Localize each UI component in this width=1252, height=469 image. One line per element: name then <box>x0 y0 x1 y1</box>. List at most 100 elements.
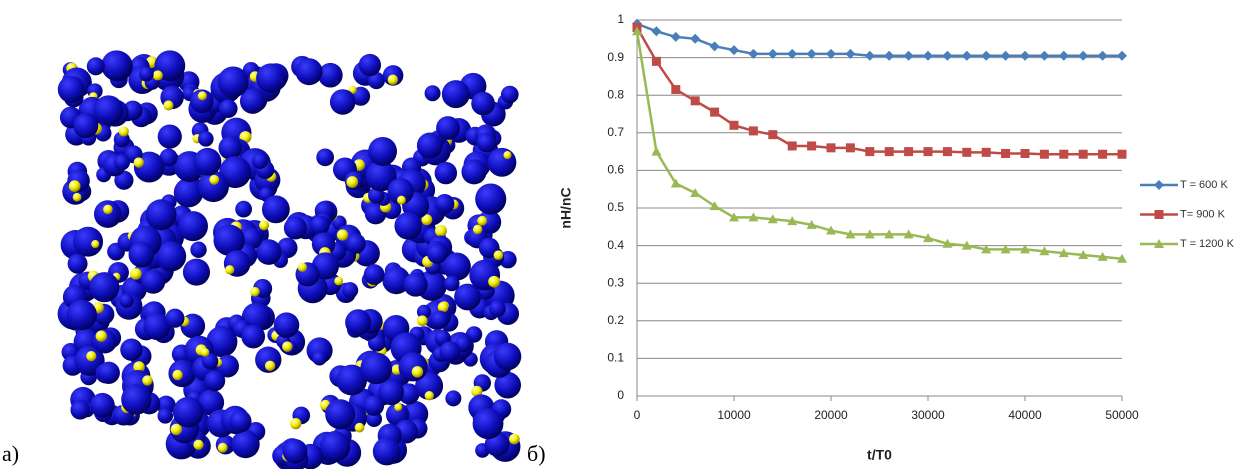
atom <box>141 270 165 294</box>
atom <box>252 153 268 169</box>
atom <box>219 99 238 118</box>
atom <box>58 76 85 103</box>
atom <box>90 393 115 418</box>
atom <box>442 80 470 108</box>
x-axis-label: t/T0 <box>867 447 892 463</box>
marker <box>768 130 777 139</box>
atom <box>98 362 120 384</box>
marker <box>1059 51 1069 61</box>
hydrogen-atom <box>337 229 348 240</box>
hydrogen-atom <box>425 391 434 400</box>
marker <box>652 57 661 66</box>
marker <box>1078 51 1088 61</box>
hydrogen-atom <box>163 100 173 110</box>
x-tick-label: 50000 <box>1105 408 1139 422</box>
legend-label: T = 600 K <box>1180 179 1228 191</box>
atom <box>68 254 88 274</box>
marker <box>788 141 797 150</box>
atom <box>218 66 249 97</box>
atom <box>158 125 182 149</box>
hydrogen-atom <box>193 440 203 450</box>
marker <box>651 26 661 36</box>
atom <box>262 195 290 223</box>
hydrogen-atom <box>96 330 107 341</box>
atom <box>436 116 460 140</box>
atom <box>489 300 506 317</box>
figure: а) б) 00.10.20.30.40.50.60.70.80.9101000… <box>0 0 1252 469</box>
atom <box>399 352 428 381</box>
marker <box>962 51 972 61</box>
marker <box>962 148 971 157</box>
atom <box>204 370 225 391</box>
hydrogen-atom <box>225 265 234 274</box>
marker <box>1021 149 1030 158</box>
legend-label: T = 1200 K <box>1180 238 1235 250</box>
atom <box>345 309 371 335</box>
hydrogen-atom <box>488 276 500 288</box>
atom <box>120 338 142 360</box>
hydrogen-atom <box>503 151 511 159</box>
atom <box>173 397 204 428</box>
hydrogen-atom <box>250 287 260 297</box>
marker <box>885 147 894 156</box>
marker <box>1079 150 1088 159</box>
x-tick-label: 20000 <box>814 408 848 422</box>
hydrogen-atom <box>153 70 163 80</box>
molecule-image <box>58 50 522 469</box>
legend-label: T= 900 K <box>1180 208 1226 220</box>
hydrogen-atom <box>209 175 219 185</box>
marker <box>690 34 700 44</box>
hydrogen-atom <box>172 370 182 380</box>
hydrogen-atom <box>259 220 269 230</box>
hydrogen-atom <box>412 366 423 377</box>
y-tick-label: 0.9 <box>607 50 624 64</box>
y-tick-label: 1 <box>617 12 624 26</box>
atom <box>70 400 89 419</box>
hydrogen-atom <box>509 434 520 445</box>
atom <box>284 217 307 240</box>
marker <box>1020 51 1030 61</box>
atom <box>378 379 404 405</box>
y-tick-label: 0.2 <box>607 313 624 327</box>
atom <box>256 63 286 93</box>
atom <box>325 399 355 429</box>
hydrogen-atom <box>435 225 447 237</box>
atom <box>235 201 252 218</box>
marker <box>904 147 913 156</box>
atom <box>274 312 300 338</box>
marker <box>1098 150 1107 159</box>
marker <box>1059 150 1068 159</box>
marker <box>691 96 700 105</box>
atom <box>158 408 174 424</box>
marker <box>865 51 875 61</box>
atom <box>487 148 516 177</box>
hydrogen-atom <box>282 341 292 351</box>
hydrogen-atom <box>397 196 406 205</box>
atom <box>73 113 98 138</box>
hydrogen-atom <box>91 240 99 248</box>
marker <box>710 41 720 51</box>
atom <box>435 162 457 184</box>
y-tick-label: 0.3 <box>607 275 624 289</box>
atom <box>501 86 519 104</box>
atom <box>190 242 206 258</box>
atom <box>403 272 427 296</box>
hydrogen-atom <box>334 277 343 286</box>
marker <box>1001 149 1010 158</box>
hydrogen-atom <box>355 423 365 433</box>
y-tick-label: 0.4 <box>607 238 624 252</box>
hydrogen-atom <box>142 375 152 385</box>
atom <box>373 438 401 466</box>
atom <box>360 353 392 385</box>
atom <box>310 216 329 235</box>
hydrogen-atom <box>290 418 301 429</box>
hydrogen-atom <box>86 351 96 361</box>
marker <box>884 51 894 61</box>
marker <box>749 126 758 135</box>
atom <box>494 343 522 371</box>
atom <box>427 243 447 263</box>
marker <box>671 32 681 42</box>
atom <box>320 431 351 462</box>
atom <box>67 300 97 330</box>
